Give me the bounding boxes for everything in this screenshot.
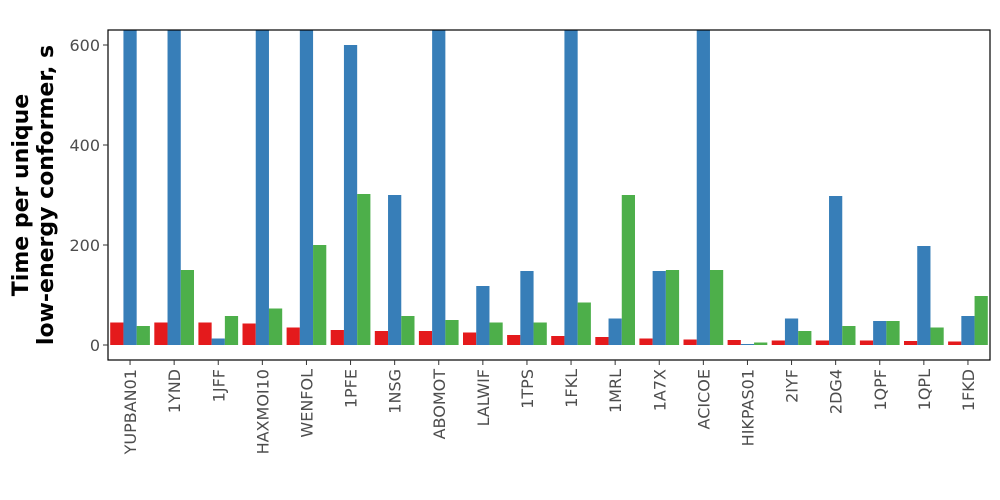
bar-1PFE-s3 [357, 194, 371, 345]
bar-1YND-s1 [154, 322, 168, 345]
bar-1QPL-s1 [904, 341, 918, 345]
bar-2IYF-s2 [784, 318, 799, 345]
bar-1QPF-s2 [873, 321, 887, 345]
bar-ABOMOT-s2 [432, 30, 446, 345]
x-tick-label-HAXMOI10: HAXMOI10 [253, 369, 272, 454]
bar-1FKD-s1 [948, 341, 962, 345]
y-axis-title-line2: low-energy conformer, s [34, 45, 59, 345]
bar-ACICOE-s1 [683, 339, 697, 345]
bar-WENFOL-s3 [313, 245, 327, 345]
bar-YUPBAN01-s2 [123, 30, 137, 345]
bar-1FKL-s2 [564, 30, 578, 345]
y-tick-label-400: 400 [69, 136, 100, 155]
x-tick-label-1FKL: 1FKL [562, 369, 581, 408]
bar-1MRL-s3 [621, 195, 635, 345]
x-tick-label-1QPF: 1QPF [871, 369, 890, 411]
x-tick-label-LALWIF: LALWIF [474, 369, 493, 426]
x-axis: YUPBAN01 1YND 1JFF HAXMOI10 WENFOL 1PFE 1NSG AB… [121, 360, 978, 455]
x-tick-label-2DG4: 2DG4 [827, 369, 846, 414]
bar-2IYF-s1 [771, 340, 785, 345]
y-tick-label-600: 600 [69, 36, 100, 55]
bar-WENFOL-s1 [286, 327, 300, 345]
bar-1TPS-s2 [520, 271, 534, 345]
bar-2DG4-s2 [829, 196, 843, 345]
x-tick-label-1A7X: 1A7X [650, 369, 669, 411]
x-tick-label-ACICOE: ACICOE [694, 369, 713, 429]
bars-layer [110, 30, 988, 345]
bar-1QPF-s3 [886, 321, 900, 345]
bar-HAXMOI10-s3 [268, 308, 283, 345]
bar-1QPF-s1 [859, 340, 874, 345]
bar-LALWIF-s2 [476, 286, 490, 345]
bar-2DG4-s3 [842, 326, 856, 345]
x-tick-label-1NSG: 1NSG [386, 369, 405, 414]
bar-1NSG-s1 [374, 331, 389, 345]
x-tick-label-2IYF: 2IYF [783, 369, 802, 403]
bar-2DG4-s1 [815, 340, 830, 345]
x-tick-label-1JFF: 1JFF [209, 369, 228, 402]
bar-1JFF-s3 [224, 316, 239, 345]
bar-1JFF-s1 [198, 322, 212, 345]
x-tick-label-HIKPAS01: HIKPAS01 [738, 369, 757, 446]
bar-1A7X-s2 [652, 271, 666, 345]
x-tick-label-1TPS: 1TPS [518, 369, 537, 409]
bar-1PFE-s1 [330, 330, 344, 345]
x-tick-label-YUPBAN01: YUPBAN01 [121, 369, 140, 455]
bar-ABOMOT-s1 [418, 331, 433, 345]
x-tick-label-WENFOL: WENFOL [297, 369, 316, 438]
y-axis-title-line1: Time per unique [9, 94, 34, 296]
bar-YUPBAN01-s3 [136, 326, 150, 345]
bar-HIKPAS01-s2 [740, 344, 755, 345]
x-tick-label-1PFE: 1PFE [342, 369, 361, 408]
x-tick-label-ABOMOT: ABOMOT [430, 369, 449, 440]
bar-1A7X-s3 [665, 270, 680, 345]
bar-1YND-s3 [180, 270, 194, 345]
bar-ABOMOT-s3 [445, 320, 459, 345]
bar-LALWIF-s3 [489, 322, 503, 345]
bar-WENFOL-s2 [299, 30, 314, 345]
bar-1A7X-s1 [639, 338, 653, 345]
bar-HAXMOI10-s1 [242, 323, 256, 345]
bar-1FKD-s3 [974, 296, 988, 345]
bar-1JFF-s2 [211, 338, 225, 345]
bar-1QPL-s3 [930, 327, 944, 345]
bar-YUPBAN01-s1 [110, 322, 124, 345]
bar-1TPS-s1 [507, 335, 521, 345]
x-tick-label-1YND: 1YND [165, 369, 184, 413]
bar-1NSG-s2 [388, 195, 402, 345]
bar-1FKL-s1 [551, 336, 565, 345]
x-tick-label-1MRL: 1MRL [606, 369, 625, 413]
bar-HAXMOI10-s2 [255, 30, 269, 345]
bar-ACICOE-s3 [709, 270, 724, 345]
bar-ACICOE-s2 [696, 30, 710, 345]
bar-1QPL-s2 [917, 246, 931, 345]
bar-1NSG-s3 [401, 316, 415, 345]
bar-HIKPAS01-s3 [754, 342, 768, 345]
bar-1PFE-s2 [343, 45, 358, 345]
bar-LALWIF-s1 [463, 332, 477, 345]
bar-1FKD-s2 [961, 316, 975, 345]
x-tick-label-1FKD: 1FKD [959, 369, 978, 411]
bar-HIKPAS01-s1 [727, 340, 741, 345]
bar-1YND-s2 [167, 30, 181, 345]
y-tick-label-200: 200 [69, 236, 100, 255]
bar-1MRL-s2 [608, 318, 622, 345]
bar-1TPS-s3 [533, 322, 547, 345]
bar-1MRL-s1 [595, 337, 609, 345]
bar-2IYF-s3 [798, 331, 812, 345]
y-axis: 0 200 400 600 [69, 36, 108, 355]
y-tick-label-0: 0 [90, 336, 100, 355]
bar-1FKL-s3 [577, 302, 591, 345]
x-tick-label-1QPL: 1QPL [915, 369, 934, 410]
plot-frame [107, 29, 991, 361]
